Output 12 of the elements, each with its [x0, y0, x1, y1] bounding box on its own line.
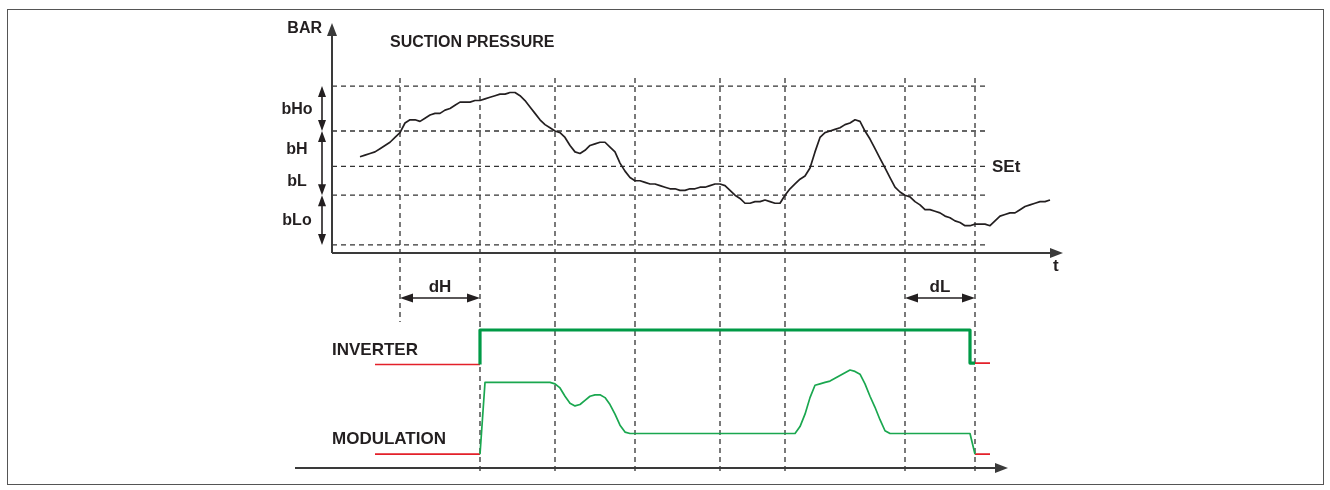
series-label: INVERTER — [332, 339, 418, 360]
ref-line-label: SEt — [992, 156, 1021, 176]
text: bH — [286, 139, 308, 158]
chart-title: SUCTION PRESSURE — [390, 32, 555, 52]
text: bHo — [281, 99, 313, 118]
x-axis-title: t — [1053, 256, 1059, 276]
text: bLo — [282, 210, 312, 230]
text: dH — [428, 277, 452, 297]
y-axis-title: BAR — [287, 18, 322, 38]
text: bL — [287, 171, 307, 190]
series-label: MODULATION — [332, 429, 446, 449]
text: dL — [929, 277, 951, 297]
